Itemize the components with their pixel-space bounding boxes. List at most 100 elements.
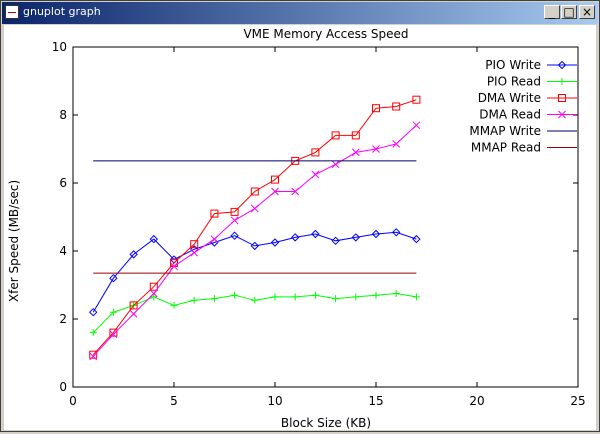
legend: PIO Write PIO Read DMA Write DMA Read MMAP W… (469, 58, 577, 155)
pio-read-point (271, 293, 279, 301)
axes: 0 5 10 15 20 25 0 2 4 6 8 10 (52, 40, 586, 408)
mmap-read-legend-label: MMAP Read (471, 141, 541, 155)
pio-write-point (230, 231, 239, 240)
pio-read-point (352, 293, 360, 301)
pio-read-point (170, 301, 178, 309)
pio-read-point (251, 296, 259, 304)
pio-read-legend-label: PIO Read (487, 75, 541, 89)
dma-write-point (271, 175, 279, 184)
dma-read-point (412, 121, 421, 130)
close-button[interactable]: × (579, 5, 595, 19)
y-tick-label: 4 (59, 244, 67, 258)
dma-read-point (311, 170, 320, 179)
dma-read-point (129, 310, 138, 318)
pio-read-point (332, 295, 340, 303)
pio-read-legend-marker (558, 78, 566, 85)
x-tick-label: 5 (170, 394, 178, 408)
pio-write-point (250, 241, 260, 251)
dma-read-legend-marker (558, 110, 566, 119)
title-bar[interactable]: gnuplot graph _ □ × (2, 2, 598, 24)
pio-write-point (129, 250, 138, 259)
y-tick-label: 2 (59, 312, 67, 326)
y-tick-label: 6 (59, 176, 67, 190)
pio-write-point (371, 229, 381, 239)
pio-read-point (311, 291, 319, 299)
dma-write-line (92, 99, 417, 356)
dma-read-point (149, 289, 158, 298)
dma-write-point (109, 328, 118, 337)
y-tick-label: 0 (59, 380, 67, 394)
chart-title: VME Memory Access Speed (243, 27, 408, 41)
dma-read-point (392, 140, 401, 148)
x-axis-label: Block Size (KB) (281, 416, 371, 430)
x-tick-label: 0 (69, 394, 77, 408)
pio-write-line (92, 231, 417, 313)
dma-write-point (129, 301, 138, 310)
maximize-button[interactable]: □ (561, 5, 577, 19)
dma-write-legend-marker (558, 94, 566, 102)
gnuplot-app-icon[interactable] (5, 5, 19, 19)
dma-write-point (331, 131, 340, 140)
dma-write-point (230, 207, 239, 216)
dma-write-point (412, 95, 421, 104)
pio-write-point (412, 234, 421, 244)
pio-write-point (88, 307, 98, 317)
minimize-button[interactable]: _ (544, 5, 560, 19)
pio-read-point (231, 291, 239, 299)
series-layer (88, 95, 421, 361)
dma-read-point (291, 187, 300, 196)
dma-write-point (250, 187, 259, 196)
dma-read-point (250, 204, 259, 213)
dma-write-legend-label: DMA Write (478, 91, 541, 105)
dma-read-point (210, 235, 219, 243)
dma-read-legend-label: DMA Read (479, 108, 541, 122)
y-tick-label: 10 (52, 40, 67, 54)
pio-read-point (412, 293, 420, 301)
pio-write-point (311, 229, 320, 239)
pio-write-legend-marker (557, 60, 567, 70)
dma-read-point (351, 148, 360, 157)
pio-write-point (391, 228, 401, 237)
dma-read-point (109, 330, 118, 339)
dma-write-point (89, 350, 98, 359)
dma-write-point (190, 240, 199, 249)
dma-write-point (311, 148, 320, 157)
dma-write-point (392, 102, 401, 111)
plot-border (72, 46, 579, 388)
pio-read-point (109, 308, 117, 316)
dma-read-line (92, 124, 417, 357)
pio-read-point (150, 293, 158, 301)
mmap-write-legend-label: MMAP Write (469, 124, 541, 138)
dma-read-point (372, 145, 380, 153)
pio-read-point (190, 296, 198, 304)
pio-write-point (351, 233, 361, 242)
pio-write-point (270, 238, 280, 247)
window-title: gnuplot graph (23, 5, 101, 18)
x-tick-label: 10 (267, 394, 282, 408)
x-tick-label: 20 (469, 394, 484, 408)
pio-write-point (290, 233, 300, 242)
pio-write-point (149, 234, 159, 244)
chart: VME Memory Access Speed Block Size (KB) … (7, 27, 586, 430)
pio-write-point (331, 236, 340, 246)
y-axis-label: Xfer Speed (MB/sec) (7, 180, 21, 302)
pio-read-point (89, 329, 97, 337)
dma-write-point (149, 282, 158, 291)
plot-area: VME Memory Access Speed Block Size (KB) … (4, 25, 596, 430)
x-tick-label: 25 (570, 394, 585, 408)
dma-write-point (372, 104, 380, 113)
dma-read-point (271, 187, 279, 196)
pio-read-point (210, 295, 218, 303)
pio-write-legend-label: PIO Write (485, 58, 541, 72)
pio-write-point (109, 273, 118, 283)
dma-read-point (190, 248, 199, 257)
y-tick-label: 8 (59, 108, 67, 122)
pio-read-point (372, 291, 380, 299)
dma-read-point (170, 262, 178, 271)
dma-read-point (89, 352, 98, 361)
dma-write-point (351, 131, 360, 140)
pio-read-point (392, 290, 400, 297)
pio-read-point (291, 293, 299, 301)
dma-read-point (230, 216, 239, 225)
